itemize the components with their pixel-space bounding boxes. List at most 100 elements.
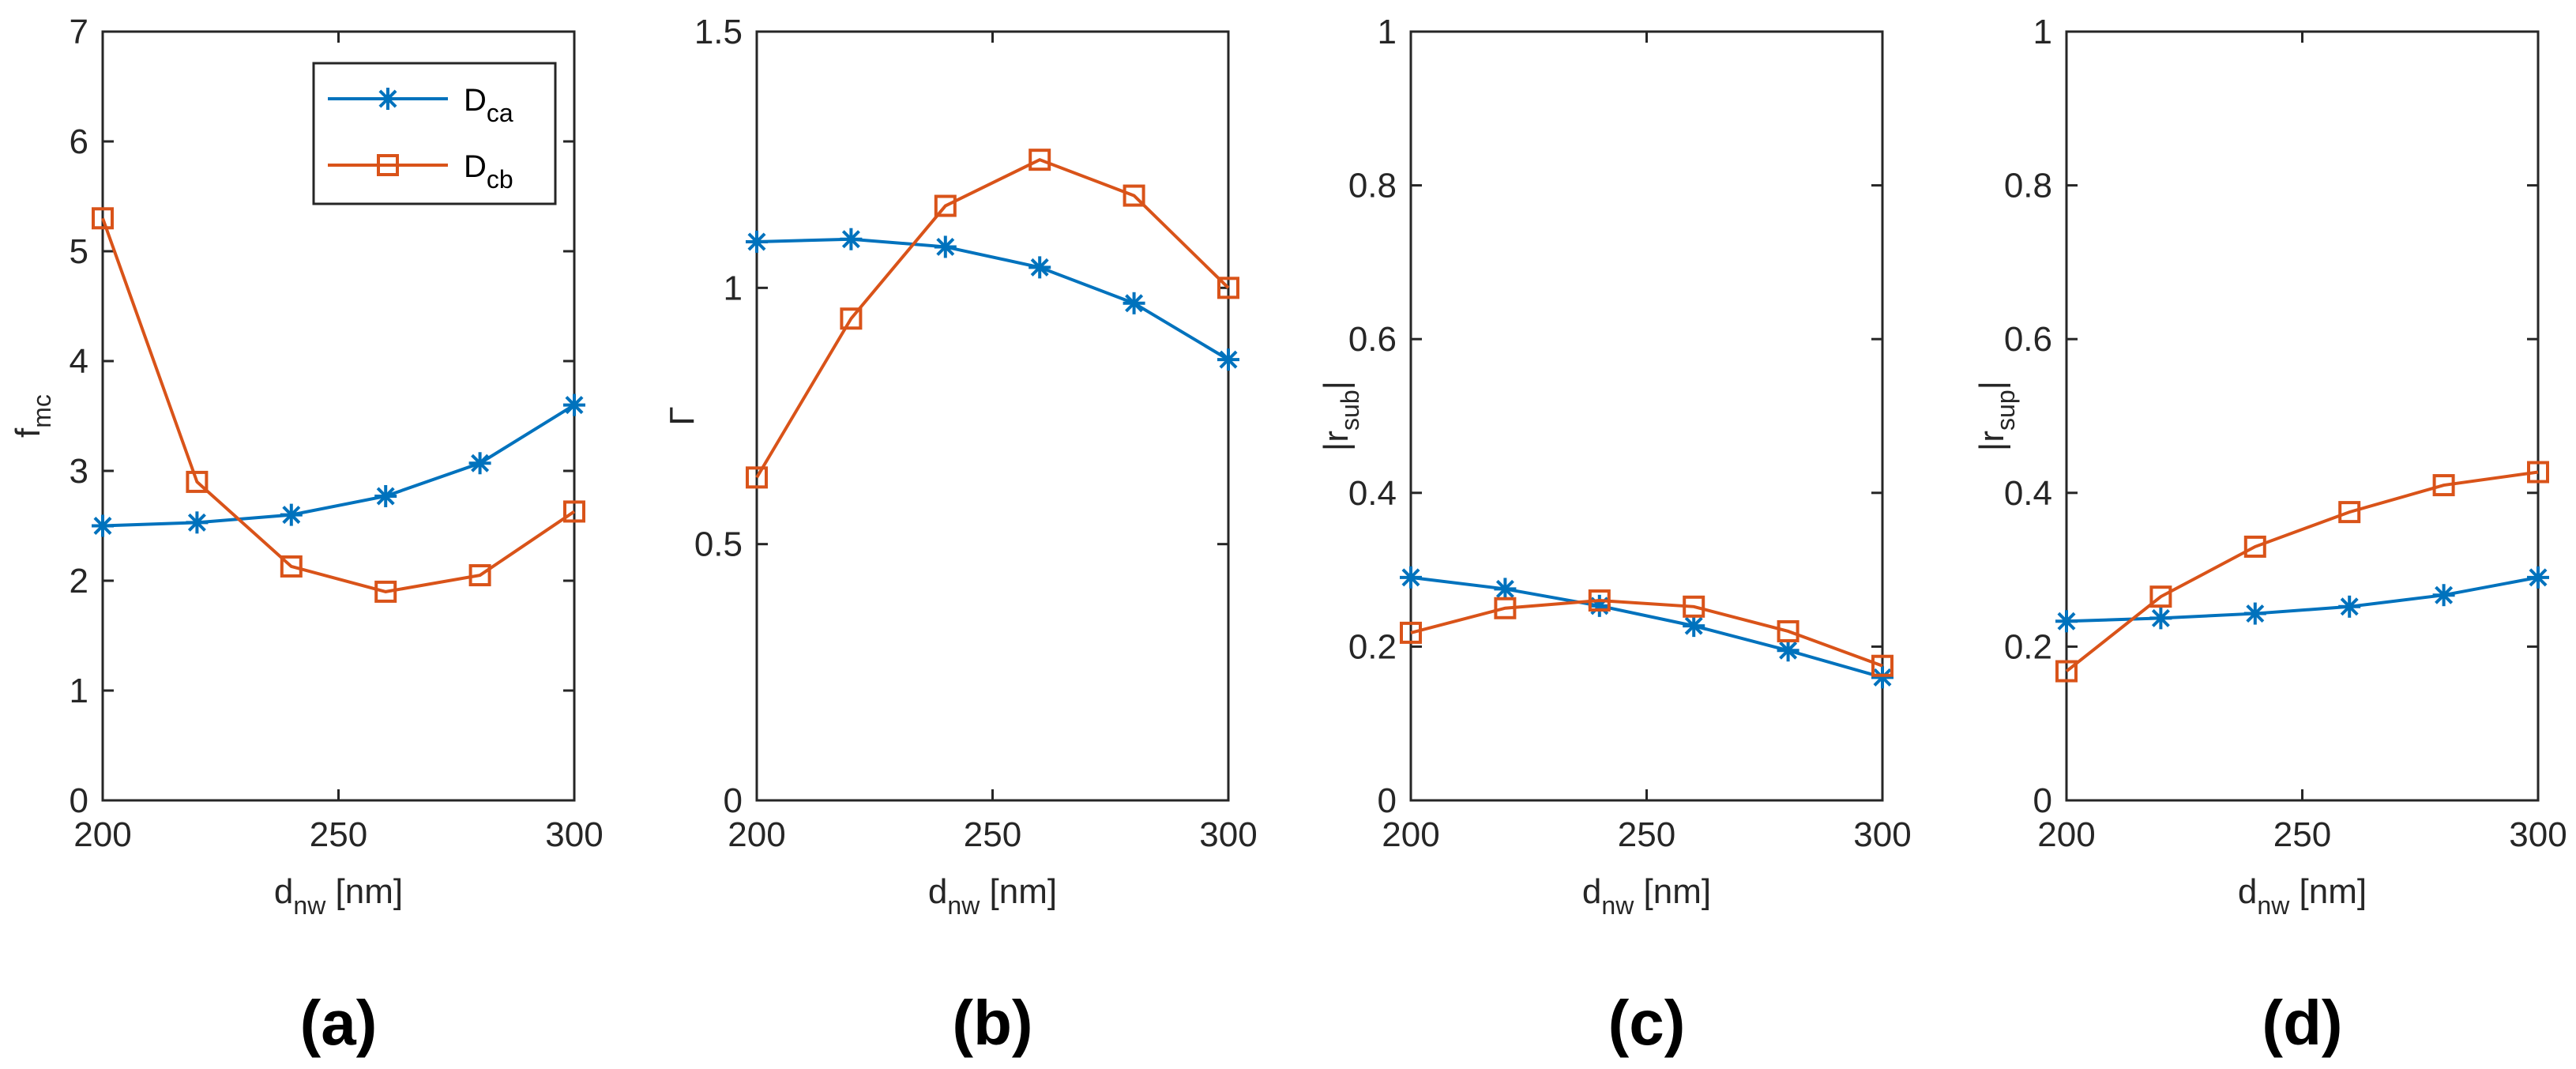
point-Dca (563, 393, 585, 416)
point-Dca (280, 503, 303, 526)
point-Dcb (1871, 654, 1893, 677)
point-Dca (1494, 578, 1517, 600)
y-tick-label: 4 (70, 342, 88, 381)
legend-marker (377, 154, 399, 176)
panel-c: 0 0.2 0.4 0.6 0.8 1 200 250 300 dnw [nm] |rsub| (c) (1317, 13, 1912, 1058)
y-axis-label-rest: | (1317, 381, 1356, 390)
x-tick-label: 200 (73, 815, 131, 854)
series-line-Dcb (755, 157, 1230, 479)
point-Dca (374, 484, 397, 507)
y-axis-label-subscript: mc (28, 394, 56, 428)
point-Dca (1871, 666, 1893, 689)
point-Dca (1777, 639, 1799, 662)
point-Dcb (2055, 660, 2078, 683)
series-line-Dca (1410, 575, 1883, 679)
point-Dca (1683, 615, 1705, 638)
axes-box (2065, 30, 2540, 802)
y-tick-label: 2 (70, 562, 88, 600)
y-tick-label: 0.4 (1348, 474, 1397, 513)
x-axis-label-main: d (928, 872, 947, 911)
y-tick-label: 0 (724, 781, 743, 820)
y-axis-label: |rsub| (1317, 381, 1364, 451)
x-axis-label-rest: [nm] (2289, 872, 2367, 911)
legend-label-main: D (464, 149, 487, 184)
x-axis-label-subscript: nw (2257, 891, 2290, 920)
point-Dcb (2338, 501, 2361, 524)
y-axis-label-main: |r (1317, 431, 1356, 451)
point-Dcb (1494, 597, 1517, 619)
series-line-Dcb (2065, 470, 2539, 673)
x-axis-label-main: d (1582, 872, 1601, 911)
point-Dca (746, 230, 768, 253)
x-tick-label: 200 (728, 815, 785, 854)
y-tick-label: 6 (70, 122, 88, 161)
y-tick-label: 1.5 (694, 13, 743, 51)
point-Dca (2055, 610, 2078, 633)
series-line-Dca (2066, 575, 2539, 623)
point-Dca (840, 228, 863, 250)
x-tick-label: 250 (1618, 815, 1675, 854)
y-tick-label: 0.2 (2004, 627, 2052, 666)
legend-marker (377, 88, 399, 110)
panel-b: 0 0.5 1 1.5 200 250 300 dnw [nm] Γ (b) (663, 13, 1258, 1058)
y-tick-label: 0.4 (2004, 474, 2052, 513)
point-Dcb (2243, 535, 2266, 558)
x-axis-label: dnw [nm] (2238, 872, 2367, 920)
point-Dcb (2527, 461, 2549, 484)
point-Dcb (1123, 184, 1145, 207)
point-Dca (468, 452, 491, 475)
x-axis-label-subscript: nw (1601, 891, 1634, 920)
point-Dca (1123, 292, 1145, 314)
y-tick-label: 0.8 (2004, 167, 2052, 205)
x-tick-label: 300 (1853, 815, 1911, 854)
series-line-Dcb (1410, 599, 1883, 668)
y-tick-label: 0.5 (694, 525, 743, 564)
y-axis-label-main: f (9, 427, 47, 438)
legend-label-subscript: ca (487, 99, 513, 127)
x-axis-label: dnw [nm] (1582, 872, 1711, 920)
x-axis-label-main: d (2238, 872, 2257, 911)
y-axis-label-main: |r (1972, 431, 2011, 451)
x-tick-label: 200 (1382, 815, 1439, 854)
panel-label: (d) (2262, 988, 2342, 1058)
y-tick-label: 7 (70, 13, 88, 51)
point-Dcb (374, 580, 397, 603)
y-axis-label: |rsup| (1972, 381, 2020, 451)
point-Dcb (468, 564, 491, 587)
point-Dca (92, 514, 114, 537)
y-tick-label: 1 (1378, 13, 1397, 51)
x-axis-label: dnw [nm] (274, 872, 403, 920)
y-axis-label-main: Γ (663, 406, 701, 425)
point-Dcb (1777, 619, 1799, 642)
point-Dcb (280, 555, 303, 578)
legend-label-subscript: cb (487, 165, 513, 194)
series-line-Dca (102, 403, 576, 528)
x-tick-label: 250 (2273, 815, 2331, 854)
panel-label: (b) (952, 988, 1032, 1058)
point-Dcb (1683, 595, 1705, 618)
series-line-Dcb (101, 217, 576, 593)
x-tick-label: 250 (310, 815, 367, 854)
x-axis-label-subscript: nw (947, 891, 980, 920)
x-axis-label-rest: [nm] (980, 872, 1057, 911)
y-tick-label: 1 (70, 672, 88, 710)
y-axis-label: Γ (663, 406, 701, 425)
x-axis-label: dnw [nm] (928, 872, 1057, 920)
legend-label: Dca (464, 83, 513, 127)
point-Dcb (2432, 474, 2455, 497)
legend: Dca Dcb (312, 62, 557, 205)
point-Dca (186, 511, 209, 534)
y-tick-label: 0.6 (1348, 320, 1397, 359)
point-Dcb (186, 470, 209, 493)
y-tick-label: 0.8 (1348, 167, 1397, 205)
y-tick-label: 3 (70, 452, 88, 491)
point-Dcb (1588, 589, 1611, 612)
point-Dca (1217, 348, 1239, 371)
x-tick-label: 250 (964, 815, 1021, 854)
panel-label: (a) (300, 988, 378, 1058)
y-tick-label: 0 (70, 781, 88, 820)
point-Dca (2243, 602, 2266, 625)
point-Dcb (92, 207, 114, 230)
point-Dcb (746, 466, 768, 489)
